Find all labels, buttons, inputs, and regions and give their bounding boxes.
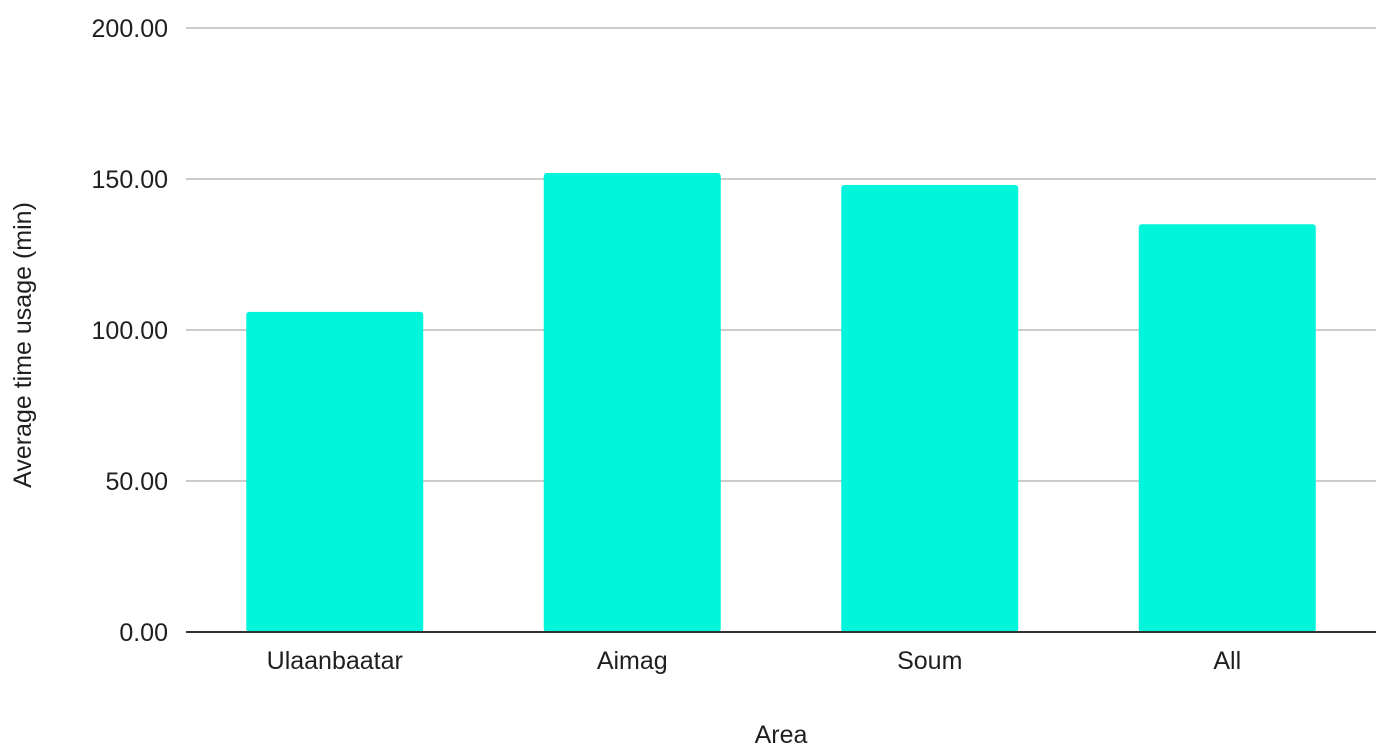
bar-ulaanbaatar [246,311,424,632]
y-tick-label: 150.00 [92,166,168,194]
y-tick-label: 50.00 [105,468,168,496]
bar-aimag [543,172,721,632]
x-axis-title: Area [755,721,808,747]
y-tick-label: 0.00 [119,619,168,647]
bar-soum [841,185,1019,633]
y-tick-label: 200.00 [92,15,168,43]
x-tick-label: Aimag [597,647,668,675]
y-tick-labels: 0.00 50.00 100.00 150.00 200.00 [92,15,168,647]
x-tick-label: All [1213,647,1241,675]
bar-all [1138,224,1316,633]
x-tick-label: Ulaanbaatar [267,647,403,675]
x-tick-label: Soum [897,647,962,675]
y-axis-title: Average time usage (min) [9,202,37,488]
bars [246,172,1316,633]
y-tick-label: 100.00 [92,317,168,345]
x-tick-labels: Ulaanbaatar Aimag Soum All [267,647,1242,675]
